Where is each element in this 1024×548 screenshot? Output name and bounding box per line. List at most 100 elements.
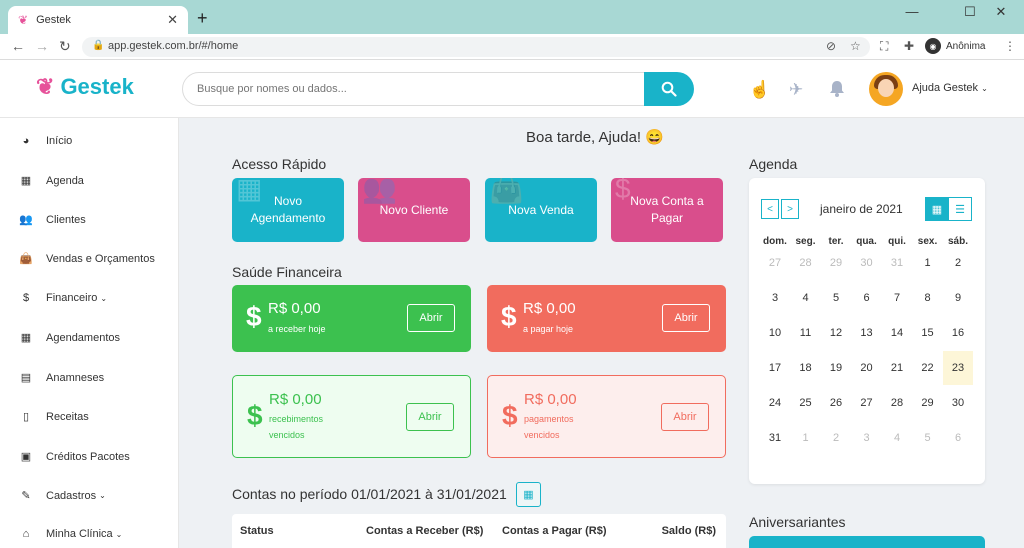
- abrir-button[interactable]: Abrir: [661, 403, 709, 431]
- calendar-day[interactable]: 9: [954, 292, 962, 304]
- calendar-day[interactable]: 4: [893, 432, 901, 444]
- url-field[interactable]: 🔒 app.gestek.com.br/#/home: [82, 37, 870, 57]
- calendar-day[interactable]: 6: [954, 432, 962, 444]
- calendar-day[interactable]: 17: [768, 362, 782, 374]
- calendar-day[interactable]: 24: [768, 397, 782, 409]
- novo-cliente-button[interactable]: 👥 Novo Cliente: [358, 178, 470, 242]
- hand-pointer-icon[interactable]: ☝: [749, 80, 771, 99]
- sidebar-item-minha-clinica[interactable]: ⌂ Minha Clínica ⌄: [18, 528, 123, 540]
- calendar-day[interactable]: 23: [943, 351, 973, 385]
- next-month-button[interactable]: >: [781, 199, 799, 219]
- calendar-day[interactable]: 28: [890, 397, 904, 409]
- bell-icon[interactable]: [829, 80, 845, 102]
- calendar-day[interactable]: 13: [860, 327, 873, 339]
- minimize-icon[interactable]: —: [905, 4, 919, 19]
- prev-month-button[interactable]: <: [761, 199, 779, 219]
- menu-dots-icon[interactable]: ⋮: [1004, 39, 1016, 53]
- sidebar-item-creditos[interactable]: ▣ Créditos Pacotes: [18, 450, 130, 464]
- calendar-day[interactable]: 26: [829, 397, 843, 409]
- recebimentos-vencidos-card: $ R$ 0,00 recebimentos vencidos Abrir: [232, 375, 471, 458]
- new-tab-icon[interactable]: +: [197, 8, 208, 28]
- calendar-day[interactable]: 30: [860, 257, 873, 269]
- abrir-button[interactable]: Abrir: [662, 304, 710, 332]
- calendar-day[interactable]: 31: [890, 257, 904, 269]
- close-window-icon[interactable]: ✕: [995, 4, 1007, 19]
- calendar-day[interactable]: 29: [829, 257, 843, 269]
- weekday-row: dom. seg. ter. qua. qui. sex. sáb.: [760, 236, 974, 250]
- calendar-day[interactable]: 20: [860, 362, 873, 374]
- calendar-day[interactable]: 5: [832, 292, 840, 304]
- calendar-day[interactable]: 27: [768, 257, 782, 269]
- calendar-day[interactable]: 29: [921, 397, 934, 409]
- calendar-day[interactable]: 1: [802, 432, 809, 444]
- browser-tab[interactable]: ❦ Gestek ✕: [8, 6, 188, 34]
- extensions-icon[interactable]: ✚: [904, 39, 915, 53]
- sidebar-item-clientes[interactable]: 👥 Clientes: [18, 213, 86, 227]
- calendar-day[interactable]: 7: [893, 292, 901, 304]
- calendar-day[interactable]: 30: [951, 397, 965, 409]
- sidebar-item-financeiro[interactable]: $ Financeiro ⌄: [18, 292, 107, 304]
- sidebar-item-agenda[interactable]: ▦ Agenda: [18, 174, 84, 188]
- abrir-button[interactable]: Abrir: [406, 403, 454, 431]
- calendar-button[interactable]: ▦: [516, 482, 541, 507]
- star-icon[interactable]: ☆: [850, 39, 861, 53]
- reload-icon[interactable]: ↻: [59, 38, 71, 54]
- calendar-day[interactable]: 4: [802, 292, 809, 304]
- sidebar-item-inicio[interactable]: ◕ Início: [18, 135, 73, 147]
- novo-agendamento-button[interactable]: ▦ Novo Agendamento: [232, 178, 344, 242]
- calendar-day[interactable]: 18: [799, 362, 812, 374]
- search-input[interactable]: [182, 72, 645, 106]
- calendar-day[interactable]: 22: [921, 362, 934, 374]
- calendar-day[interactable]: 2: [832, 432, 840, 444]
- sidebar-item-anamneses[interactable]: ▤ Anamneses: [18, 371, 104, 385]
- maximize-icon[interactable]: ☐: [964, 4, 976, 19]
- calendar-day[interactable]: 15: [921, 327, 934, 339]
- calendar-day[interactable]: 25: [799, 397, 812, 409]
- pagamentos-vencidos-label: pagamentos: [524, 414, 574, 424]
- sidebar-item-cadastros[interactable]: ✎ Cadastros ⌄: [18, 489, 105, 503]
- profile-button[interactable]: ◉ Anônima: [925, 38, 985, 54]
- calendar-day[interactable]: 21: [890, 362, 904, 374]
- calendar-day[interactable]: 6: [863, 292, 870, 304]
- nova-venda-button[interactable]: 👜 Nova Venda: [485, 178, 597, 242]
- user-menu[interactable]: Ajuda Gestek ⌄: [912, 82, 988, 94]
- id-card-icon: ▤: [20, 372, 32, 384]
- calendar-day[interactable]: 31: [768, 432, 782, 444]
- close-tab-icon[interactable]: ✕: [167, 12, 178, 27]
- sidebar-item-vendas[interactable]: 👜 Vendas e Orçamentos: [18, 252, 155, 266]
- finance-title: Saúde Financeira: [232, 264, 342, 280]
- weekday-label: seg.: [795, 236, 816, 247]
- calendar-day[interactable]: 3: [863, 432, 870, 444]
- calendar-day[interactable]: 16: [951, 327, 965, 339]
- search-button[interactable]: [644, 72, 694, 106]
- sidebar-item-agendamentos[interactable]: ▦ Agendamentos: [18, 331, 120, 345]
- calendar-day[interactable]: 1: [924, 257, 931, 269]
- dollar-icon: $: [501, 301, 517, 332]
- month-view-button[interactable]: ▦: [925, 197, 949, 221]
- logo[interactable]: ❦ Gestek: [36, 74, 134, 100]
- calendar-day[interactable]: 14: [890, 327, 904, 339]
- calendar-day[interactable]: 28: [799, 257, 812, 269]
- calendar-day[interactable]: 19: [829, 362, 843, 374]
- eye-off-icon[interactable]: ⊘: [826, 39, 837, 53]
- calendar-day[interactable]: 11: [799, 327, 812, 339]
- calendar-day[interactable]: 2: [954, 257, 962, 269]
- sidebar-item-receitas[interactable]: ▯ Receitas: [18, 410, 89, 424]
- fullscreen-icon[interactable]: ⛶: [880, 39, 889, 53]
- birthdays-title: Aniversariantes: [749, 514, 846, 530]
- calendar-day[interactable]: 8: [924, 292, 931, 304]
- back-icon[interactable]: ←: [11, 38, 25, 54]
- avatar[interactable]: [869, 72, 903, 106]
- calendar-day[interactable]: 10: [768, 327, 782, 339]
- calendar-day[interactable]: 5: [924, 432, 931, 444]
- sidebar-item-label: Cadastros: [46, 489, 97, 502]
- calendar-day[interactable]: 12: [829, 327, 843, 339]
- abrir-button[interactable]: Abrir: [407, 304, 455, 332]
- calendar-day[interactable]: 3: [771, 292, 779, 304]
- calendar-day[interactable]: 27: [860, 397, 873, 409]
- nova-conta-pagar-button[interactable]: $ Nova Conta a Pagar: [611, 178, 723, 242]
- recebimentos-vencidos-label: vencidos: [269, 430, 305, 440]
- forward-icon[interactable]: →: [35, 38, 49, 54]
- list-view-button[interactable]: ☰: [948, 197, 972, 221]
- paper-plane-icon[interactable]: ✈: [789, 80, 804, 99]
